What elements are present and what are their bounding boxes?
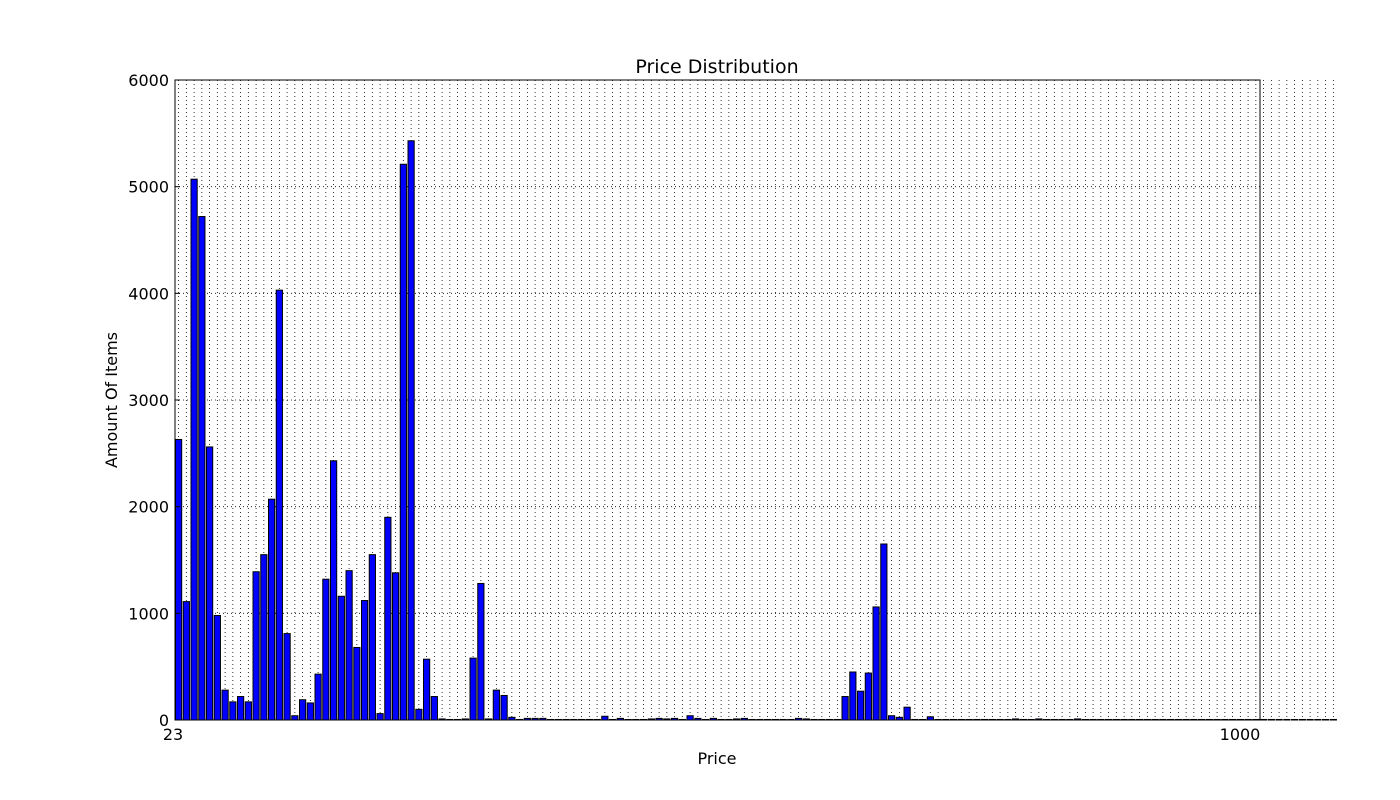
- bar: [864, 672, 872, 721]
- bar: [849, 671, 857, 721]
- chart-title: Price Distribution: [635, 56, 798, 78]
- bar: [1291, 718, 1299, 721]
- x-tick-label: 23: [163, 725, 183, 744]
- bar: [260, 554, 268, 721]
- bar: [888, 715, 896, 721]
- bar: [880, 543, 888, 721]
- bar: [175, 438, 183, 721]
- bar: [221, 689, 229, 721]
- y-tick-layer: 0 1000 2000 3000 4000 5000 6000: [128, 71, 180, 730]
- bar: [244, 701, 252, 721]
- bar: [322, 578, 330, 721]
- bar: [1275, 718, 1283, 721]
- bar: [1260, 718, 1268, 721]
- bar: [291, 715, 299, 721]
- x-tick-layer: 23 1000: [163, 725, 1261, 744]
- bar: [275, 289, 283, 721]
- bar: [1329, 718, 1337, 721]
- bar: [686, 715, 694, 721]
- bar: [361, 600, 369, 721]
- bar: [353, 646, 361, 721]
- bar: [469, 657, 477, 721]
- bar: [283, 633, 291, 721]
- bar: [1298, 718, 1306, 721]
- x-axis-label: Price: [697, 749, 736, 768]
- bar: [415, 708, 423, 721]
- bar: [268, 498, 276, 721]
- y-tick-label: 0: [159, 711, 169, 730]
- bar: [423, 658, 431, 721]
- bar: [206, 446, 214, 721]
- bar: [384, 516, 392, 721]
- bar: [1314, 718, 1322, 721]
- bar: [337, 595, 345, 721]
- bar: [500, 694, 508, 721]
- bar: [182, 601, 190, 721]
- bar: [477, 582, 485, 721]
- y-tick-label: 1000: [128, 604, 169, 623]
- y-tick-label: 2000: [128, 498, 169, 517]
- bar: [841, 696, 849, 721]
- y-axis-label: Amount Of Items: [102, 332, 121, 468]
- bar: [903, 706, 911, 721]
- bar: [857, 690, 865, 721]
- bar: [368, 554, 376, 721]
- bar: [213, 614, 221, 721]
- bar: [1267, 718, 1275, 721]
- bars-layer: [175, 140, 1337, 721]
- bar: [1306, 718, 1314, 721]
- y-tick-label: 4000: [128, 284, 169, 303]
- x-tick-label: 1000: [1220, 725, 1261, 744]
- y-tick-label: 5000: [128, 178, 169, 197]
- bar: [430, 696, 438, 721]
- bar: [601, 715, 609, 721]
- bar: [299, 699, 307, 721]
- bar: [237, 696, 245, 721]
- bar: [190, 178, 198, 721]
- y-tick-label: 6000: [128, 71, 169, 90]
- bar: [872, 606, 880, 721]
- plot-frame: [174, 79, 1261, 721]
- bar: [407, 140, 415, 721]
- bar: [314, 673, 322, 721]
- bar: [376, 713, 384, 721]
- bar: [1322, 718, 1330, 721]
- bar: [229, 701, 237, 721]
- grid-layer: [175, 80, 1334, 720]
- bar: [330, 460, 338, 721]
- bar: [492, 689, 500, 721]
- bar: [252, 571, 260, 721]
- y-tick-label: 3000: [128, 391, 169, 410]
- bar: [1283, 718, 1291, 721]
- bar: [306, 702, 314, 721]
- bar: [399, 163, 407, 721]
- bar: [345, 570, 353, 721]
- bar: [392, 572, 400, 721]
- bar: [198, 216, 206, 721]
